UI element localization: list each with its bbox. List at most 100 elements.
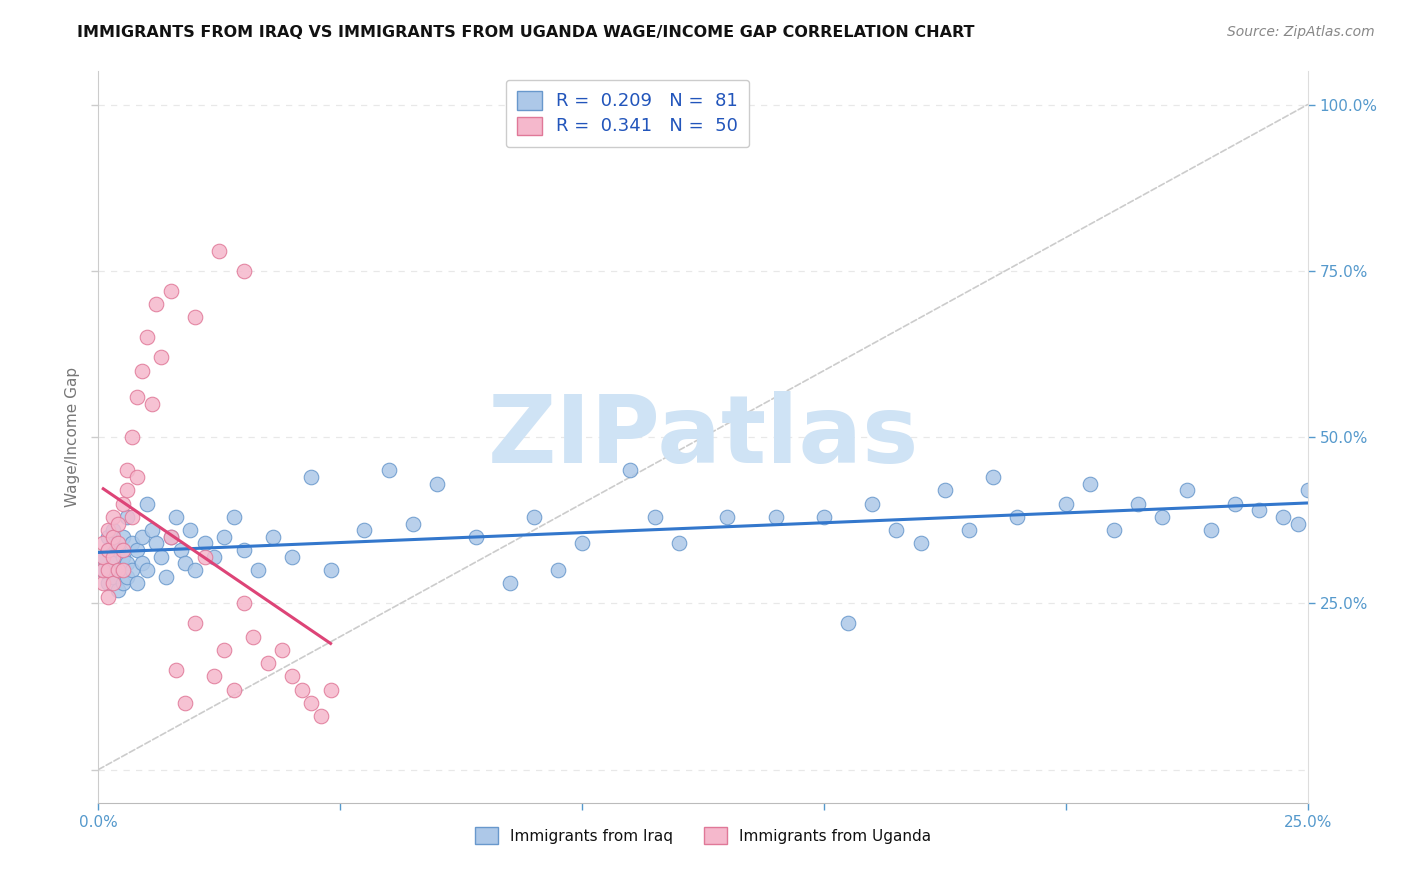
Point [145,297,167,311]
Point [1286,516,1309,531]
Point [101,509,124,524]
Point [97,590,120,604]
Point [97,530,120,544]
Point [160,284,183,298]
Point [91,549,114,564]
Point [232,596,254,610]
Point [1152,509,1174,524]
Point [981,470,1004,484]
Point [1078,476,1101,491]
Point [160,530,183,544]
Point [498,576,520,591]
Point [247,563,270,577]
Point [91,549,114,564]
Point [281,669,304,683]
Point [107,582,129,597]
Point [222,509,245,524]
Point [194,549,217,564]
Point [101,536,124,550]
Point [194,536,217,550]
Point [1249,503,1271,517]
Point [319,563,342,577]
Point [1007,509,1029,524]
Point [256,656,278,670]
Point [1272,509,1295,524]
Point [97,543,120,558]
Point [111,497,134,511]
Point [111,530,134,544]
Point [402,516,425,531]
Text: IMMIGRANTS FROM IRAQ VS IMMIGRANTS FROM UGANDA WAGE/INCOME GAP CORRELATION CHART: IMMIGRANTS FROM IRAQ VS IMMIGRANTS FROM … [77,25,974,40]
Point [135,497,157,511]
Point [262,530,284,544]
Point [232,264,254,278]
Point [1054,497,1077,511]
Point [184,616,207,631]
Point [117,463,139,477]
Point [619,463,641,477]
Point [886,523,908,537]
Point [101,530,124,544]
Point [111,576,134,591]
Point [860,497,883,511]
Point [837,616,859,631]
Point [150,351,173,365]
Point [668,536,690,550]
Point [117,509,139,524]
Point [101,523,124,537]
Point [184,310,207,325]
Point [131,363,153,377]
Point [644,509,666,524]
Point [107,516,129,531]
Point [1128,497,1150,511]
Point [319,682,342,697]
Point [135,563,157,577]
Point [150,549,173,564]
Point [547,563,569,577]
Point [571,536,593,550]
Point [464,530,486,544]
Point [145,536,167,550]
Point [127,576,149,591]
Point [121,430,143,444]
Point [169,543,191,558]
Point [97,563,120,577]
Point [127,390,149,404]
Point [212,530,235,544]
Point [131,557,153,571]
Point [281,549,304,564]
Point [179,523,201,537]
Point [174,696,197,710]
Point [107,543,129,558]
Point [204,549,226,564]
Point [121,536,143,550]
Point [97,576,120,591]
Point [111,563,134,577]
Point [523,509,546,524]
Point [222,682,245,697]
Point [131,530,153,544]
Point [141,397,163,411]
Point [910,536,932,550]
Y-axis label: Wage/Income Gap: Wage/Income Gap [65,367,80,508]
Point [97,543,120,558]
Point [1223,497,1246,511]
Point [212,643,235,657]
Point [117,483,139,498]
Point [141,523,163,537]
Point [426,476,449,491]
Point [107,563,129,577]
Legend: Immigrants from Iraq, Immigrants from Uganda: Immigrants from Iraq, Immigrants from Ug… [470,822,936,850]
Point [111,543,134,558]
Point [121,509,143,524]
Point [91,536,114,550]
Point [232,543,254,558]
Point [101,570,124,584]
Point [934,483,956,498]
Point [121,563,143,577]
Point [242,630,264,644]
Point [135,330,157,344]
Point [208,244,231,258]
Point [1199,523,1222,537]
Point [174,557,197,571]
